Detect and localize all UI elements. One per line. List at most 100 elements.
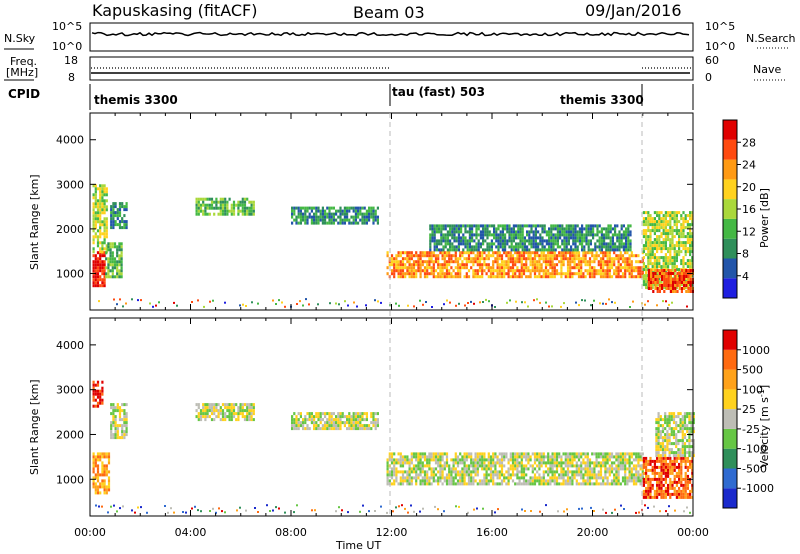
power-cell: [520, 251, 523, 255]
power-speckle: [281, 301, 283, 304]
power-cell: [580, 269, 583, 273]
power-cell: [118, 254, 121, 258]
power-cell: [92, 238, 95, 242]
power-cell: [664, 268, 667, 272]
velocity-cell: [562, 470, 565, 474]
velocity-cell: [430, 455, 433, 459]
velocity-cell: [112, 406, 115, 410]
power-cell: [304, 221, 307, 225]
velocity-cell: [661, 442, 665, 446]
power-cell: [428, 254, 431, 258]
power-cell: [598, 242, 601, 246]
power-cell: [348, 218, 351, 222]
velocity-cell: [341, 412, 344, 416]
power-cell: [689, 278, 692, 281]
power-cell: [219, 200, 222, 204]
power-cell: [548, 233, 551, 237]
power-cell: [667, 287, 670, 290]
velocity-cell: [96, 464, 100, 468]
power-cell: [503, 275, 506, 279]
power-cell: [426, 266, 429, 270]
power-cell: [593, 266, 596, 270]
power-cell: [660, 247, 663, 251]
velocity-cell: [92, 461, 95, 465]
power-cell: [577, 272, 581, 276]
power-speckle: [644, 303, 646, 306]
power-cell: [622, 233, 625, 237]
velocity-cell: [639, 473, 642, 477]
power-cell: [101, 266, 104, 270]
velocity-cell: [617, 464, 620, 468]
power-cell: [653, 253, 656, 257]
power-cell: [600, 242, 603, 246]
power-cell: [565, 230, 568, 234]
velocity-cell: [686, 445, 689, 449]
velocity-speckle: [335, 510, 337, 513]
power-cell: [658, 290, 661, 293]
velocity-cell: [213, 412, 216, 416]
power-cell: [481, 251, 484, 255]
velocity-cell: [686, 465, 689, 469]
power-cell: [597, 263, 600, 267]
velocity-speckle: [614, 508, 616, 511]
power-cell: [313, 218, 316, 222]
power-cell: [463, 266, 466, 270]
velocity-cell: [492, 455, 495, 459]
power-cell: [540, 266, 543, 270]
velocity-cell: [326, 421, 329, 425]
power-cell: [630, 269, 633, 273]
power-cell: [680, 278, 683, 281]
velocity-cell: [575, 455, 578, 459]
power-cell: [496, 257, 499, 261]
power-cell: [514, 257, 517, 261]
power-cell: [445, 263, 449, 267]
velocity-cell: [350, 415, 353, 419]
velocity-cell: [677, 412, 680, 416]
power-cell: [549, 272, 552, 276]
power-cell: [651, 286, 654, 290]
power-cell: [539, 224, 542, 228]
velocity-cell: [542, 455, 545, 459]
velocity-cell: [516, 461, 519, 465]
power-cell: [94, 220, 97, 224]
power-cell: [615, 272, 618, 276]
power-cell: [651, 217, 654, 221]
power-cell: [101, 190, 104, 194]
power-cell: [343, 206, 346, 210]
power-cell: [252, 209, 255, 213]
velocity-cell: [390, 455, 394, 459]
power-cell: [647, 284, 650, 287]
power-cell: [622, 230, 625, 234]
velocity-cell: [465, 464, 468, 468]
power-cell: [548, 230, 551, 234]
power-cell: [532, 239, 535, 243]
power-cell: [341, 218, 344, 222]
power-cell: [103, 266, 106, 270]
velocity-cell: [408, 461, 411, 465]
power-cell: [649, 250, 652, 254]
velocity-cell: [343, 421, 346, 425]
velocity-cell: [673, 492, 676, 496]
velocity-cell: [335, 421, 338, 425]
power-cell: [602, 269, 605, 273]
velocity-cell: [577, 467, 581, 471]
velocity-cell: [306, 418, 309, 422]
velocity-speckle: [107, 511, 109, 514]
power-cell: [110, 220, 113, 224]
power-cell: [595, 257, 598, 261]
power-cell: [441, 272, 444, 276]
power-cell: [230, 206, 233, 210]
velocity-cell: [112, 433, 115, 437]
power-cell: [103, 226, 106, 230]
velocity-cell: [678, 489, 681, 493]
power-cell: [440, 230, 443, 234]
power-cell: [457, 239, 460, 243]
power-cell: [498, 263, 501, 267]
power-cell: [428, 260, 431, 264]
power-cell: [94, 281, 97, 285]
velocity-cell: [668, 442, 671, 446]
power-cell: [653, 211, 656, 215]
velocity-cell: [520, 464, 523, 468]
velocity-cell: [346, 427, 349, 431]
velocity-cell: [580, 470, 583, 474]
